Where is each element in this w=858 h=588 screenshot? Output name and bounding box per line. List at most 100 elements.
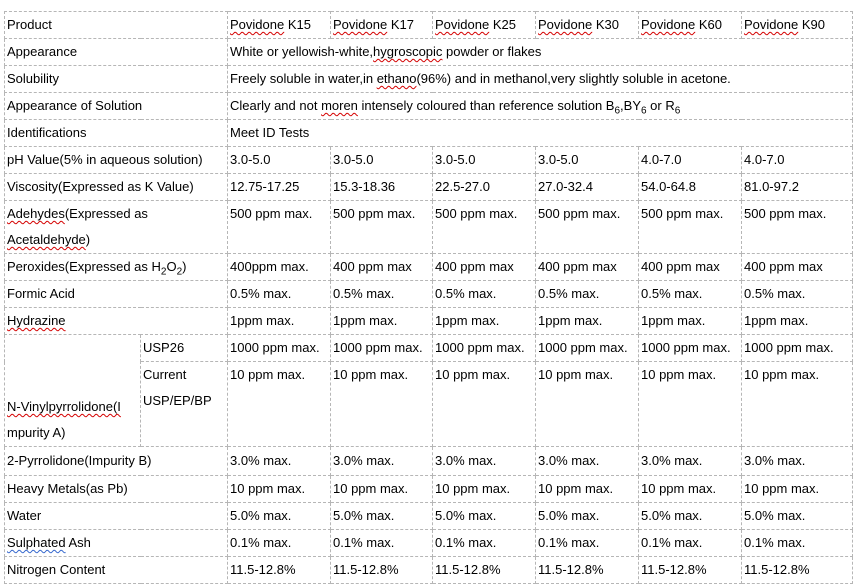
row-solubility: Solubility Freely soluble in water,in et… bbox=[4, 65, 853, 93]
value-cell: 11.5-12.8% bbox=[330, 556, 433, 584]
value-cell: 0.1% max. bbox=[227, 529, 331, 557]
row-label-pyrrolidone: 2-Pyrrolidone(Impurity B) bbox=[4, 446, 228, 476]
value-cell: 10 ppm max. bbox=[535, 475, 639, 503]
row-label-product: Product bbox=[4, 11, 228, 39]
value-cell: 1000 ppm max. bbox=[227, 334, 331, 362]
row-sulphated-ash: Sulphated Ash 0.1% max. 0.1% max. 0.1% m… bbox=[4, 529, 853, 557]
misspelled-word: Povidone bbox=[538, 17, 593, 32]
value-cell: 4.0-7.0 bbox=[638, 146, 742, 174]
misspelled-word: Povidone bbox=[435, 17, 490, 32]
value-cell: 3.0-5.0 bbox=[227, 146, 331, 174]
value-cell: 81.0-97.2 bbox=[741, 173, 853, 201]
value-cell: 27.0-32.4 bbox=[535, 173, 639, 201]
misspelled-word: Povidone bbox=[230, 17, 285, 32]
row-label-water: Water bbox=[4, 502, 228, 530]
value-cell: 5.0% max. bbox=[741, 502, 853, 530]
value-cell: 11.5-12.8% bbox=[638, 556, 742, 584]
row-appearance-of-solution: Appearance of Solution Clearly and not m… bbox=[4, 92, 853, 120]
product-column-header: Povidone K25 bbox=[432, 11, 536, 39]
misspelled-word: N-Vinylpyrrolidone(I bbox=[7, 399, 121, 414]
value-cell-identifications: Meet ID Tests bbox=[227, 119, 853, 147]
value-cell: 400 ppm max bbox=[638, 253, 742, 281]
row-label-formic-acid: Formic Acid bbox=[4, 280, 228, 308]
value-cell: 0.1% max. bbox=[432, 529, 536, 557]
product-column-header: Povidone K90 bbox=[741, 11, 853, 39]
value-cell: 500 ppm max. bbox=[330, 200, 433, 254]
row-heavy-metals: Heavy Metals(as Pb) 10 ppm max. 10 ppm m… bbox=[4, 475, 853, 503]
row-ph: pH Value(5% in aqueous solution) 3.0-5.0… bbox=[4, 146, 853, 174]
row-pyrrolidone: 2-Pyrrolidone(Impurity B) 3.0% max. 3.0%… bbox=[4, 446, 853, 476]
row-label-appearance-of-solution: Appearance of Solution bbox=[4, 92, 228, 120]
value-cell: 1ppm max. bbox=[432, 307, 536, 335]
misspelled-word: Hydrazine bbox=[7, 313, 66, 328]
value-cell: 10 ppm max. bbox=[741, 475, 853, 503]
value-cell: 3.0% max. bbox=[535, 446, 639, 476]
value-cell: 500 ppm max. bbox=[535, 200, 639, 254]
value-cell: 0.5% max. bbox=[227, 280, 331, 308]
product-column-header: Povidone K60 bbox=[638, 11, 742, 39]
row-label-aldehydes: Adehydes(Expressed as Acetaldehyde) bbox=[4, 200, 228, 254]
misspelled-word: Adehydes bbox=[7, 206, 65, 221]
row-label-identifications: Identifications bbox=[4, 119, 228, 147]
misspelled-word: Acetaldehyde bbox=[7, 232, 86, 247]
product-column-header: Povidone K15 bbox=[227, 11, 331, 39]
value-cell: 400 ppm max bbox=[741, 253, 853, 281]
value-cell: 1ppm max. bbox=[330, 307, 433, 335]
value-cell: 5.0% max. bbox=[432, 502, 536, 530]
value-cell: 5.0% max. bbox=[227, 502, 331, 530]
value-cell: 3.0% max. bbox=[638, 446, 742, 476]
value-cell: 10 ppm max. bbox=[638, 475, 742, 503]
value-cell: 1ppm max. bbox=[227, 307, 331, 335]
value-cell: 1000 ppm max. bbox=[330, 334, 433, 362]
value-cell: 10 ppm max. bbox=[432, 475, 536, 503]
value-cell: 0.1% max. bbox=[741, 529, 853, 557]
value-cell: 0.5% max. bbox=[432, 280, 536, 308]
row-label-nitrogen: Nitrogen Content bbox=[4, 556, 228, 584]
value-cell-solubility: Freely soluble in water,in ethano(96%) a… bbox=[227, 65, 853, 93]
value-cell: 3.0-5.0 bbox=[330, 146, 433, 174]
row-product: Product Povidone K15 Povidone K17 Povido… bbox=[4, 11, 853, 39]
value-cell: 0.5% max. bbox=[535, 280, 639, 308]
row-label-hydrazine: Hydrazine bbox=[4, 307, 228, 335]
value-cell: 0.1% max. bbox=[330, 529, 433, 557]
row-label-heavy-metals: Heavy Metals(as Pb) bbox=[4, 475, 228, 503]
row-label-appearance: Appearance bbox=[4, 38, 228, 66]
value-cell: 5.0% max. bbox=[638, 502, 742, 530]
row-label-ph: pH Value(5% in aqueous solution) bbox=[4, 146, 228, 174]
value-cell: 15.3-18.36 bbox=[330, 173, 433, 201]
misspelled-word: Povidone bbox=[333, 17, 388, 32]
row-formic-acid: Formic Acid 0.5% max. 0.5% max. 0.5% max… bbox=[4, 280, 853, 308]
value-cell: 11.5-12.8% bbox=[535, 556, 639, 584]
value-cell: 500 ppm max. bbox=[741, 200, 853, 254]
value-cell: 3.0-5.0 bbox=[535, 146, 639, 174]
value-cell: 22.5-27.0 bbox=[432, 173, 536, 201]
value-cell: 10 ppm max. bbox=[227, 475, 331, 503]
row-label-nvp: N-Vinylpyrrolidone(I mpurity A) bbox=[4, 334, 141, 447]
row-nvp-current: Current USP/EP/BP 10 ppm max. 10 ppm max.… bbox=[5, 361, 853, 447]
value-cell: 10 ppm max. bbox=[535, 361, 639, 447]
row-aldehydes: Adehydes(Expressed as Acetaldehyde) 500 p… bbox=[4, 200, 853, 254]
value-cell: 10 ppm max. bbox=[432, 361, 536, 447]
value-cell: 0.5% max. bbox=[638, 280, 742, 308]
value-cell: 400 ppm max bbox=[432, 253, 536, 281]
value-cell: 1000 ppm max. bbox=[741, 334, 853, 362]
row-peroxides: Peroxides(Expressed as H2O2) 400ppm max.… bbox=[4, 253, 853, 281]
value-cell: 10 ppm max. bbox=[227, 361, 331, 447]
product-column-header: Povidone K30 bbox=[535, 11, 639, 39]
value-cell: 11.5-12.8% bbox=[741, 556, 853, 584]
row-identifications: Identifications Meet ID Tests bbox=[4, 119, 853, 147]
row-nvp-usp26: N-Vinylpyrrolidone(I mpurity A) USP26 100… bbox=[4, 334, 853, 447]
misspelled-word: Povidone bbox=[744, 17, 799, 32]
value-cell: 400 ppm max bbox=[535, 253, 639, 281]
value-cell: 3.0% max. bbox=[330, 446, 433, 476]
value-cell: 10 ppm max. bbox=[330, 361, 433, 447]
value-cell: 1ppm max. bbox=[741, 307, 853, 335]
value-cell: 10 ppm max. bbox=[638, 361, 742, 447]
row-label-sulphated-ash: Sulphated Ash bbox=[4, 529, 228, 557]
value-cell: 0.5% max. bbox=[741, 280, 853, 308]
value-cell: 10 ppm max. bbox=[741, 361, 853, 447]
row-nitrogen: Nitrogen Content 11.5-12.8% 11.5-12.8% 1… bbox=[4, 556, 853, 584]
grammar-flagged-word: Sulphated bbox=[7, 535, 66, 550]
value-cell: 12.75-17.25 bbox=[227, 173, 331, 201]
value-cell: 54.0-64.8 bbox=[638, 173, 742, 201]
